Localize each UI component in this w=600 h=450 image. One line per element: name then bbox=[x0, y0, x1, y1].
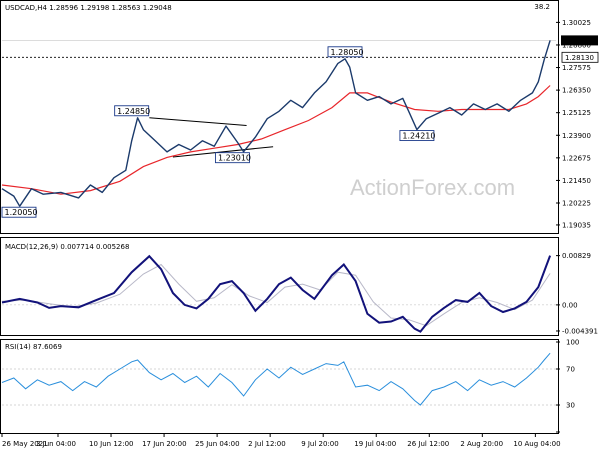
macd-ytick-label: 0.00 bbox=[562, 301, 578, 309]
price-ytick-label: 1.19035 bbox=[562, 221, 591, 229]
annotation-label: 1.24210 bbox=[402, 132, 435, 141]
xtick-label: 17 Jun 20:00 bbox=[142, 440, 186, 448]
macd-plot: 0.00829 0.00 -0.004391 bbox=[1, 252, 598, 335]
price-panel-frame bbox=[0, 0, 559, 234]
annotation-box bbox=[327, 46, 363, 58]
annotation-label: 1.28050 bbox=[331, 48, 364, 57]
price-line bbox=[1, 40, 551, 207]
price-ytick-label: 1.21450 bbox=[562, 177, 591, 185]
price-ytick-label: 1.26350 bbox=[562, 87, 591, 95]
macd-line bbox=[1, 254, 552, 333]
price-ytick-label: 1.30025 bbox=[562, 19, 591, 27]
price-ytick-label: 1.27575 bbox=[562, 64, 591, 72]
xtick-label: 3 Jun 04:00 bbox=[36, 440, 76, 448]
price-ytick-label: 1.23900 bbox=[562, 132, 591, 140]
macd-header: MACD(12,26,9) 0.007714 0.005268 bbox=[5, 243, 129, 251]
xtick-label: 2 Jul 12:00 bbox=[248, 440, 286, 448]
dashed-level-label: 1.28130 bbox=[565, 54, 594, 62]
rsi-panel-frame bbox=[0, 339, 559, 434]
annotation-box bbox=[214, 152, 250, 164]
annotation-box bbox=[114, 105, 150, 117]
xtick-label: 19 Jul 04:00 bbox=[354, 440, 396, 448]
annotation-label: 1.24850 bbox=[117, 107, 150, 116]
xtick-label: 10 Aug 04:00 bbox=[513, 440, 560, 448]
xtick-label: 2 Aug 20:00 bbox=[460, 440, 503, 448]
annotation-box bbox=[399, 130, 435, 142]
rsi-ytick-label: 30 bbox=[566, 402, 575, 410]
xtick-label: 26 May 2021 bbox=[2, 440, 48, 448]
dashed-level-box bbox=[561, 51, 599, 63]
rsi-plot: 100 70 30 bbox=[1, 339, 579, 433]
triangle-lower-line bbox=[172, 146, 274, 158]
rsi-ytick-label: 70 bbox=[566, 366, 575, 374]
price-ytick-label: 1.20225 bbox=[562, 200, 591, 208]
macd-ytick-label: -0.004391 bbox=[562, 327, 598, 335]
macd-panel-frame bbox=[0, 237, 559, 336]
top-right-label: 38.2 bbox=[534, 3, 550, 11]
xtick-label: 26 Jul 12:00 bbox=[407, 440, 449, 448]
watermark: ActionForex.com bbox=[350, 175, 515, 200]
macd-signal-line bbox=[1, 263, 551, 327]
rsi-header: RSI(14) 87.6069 bbox=[5, 343, 62, 351]
rsi-ytick-label: 100 bbox=[566, 339, 579, 347]
current-price-box bbox=[561, 35, 598, 46]
macd-ytick-label: 0.00829 bbox=[562, 252, 591, 260]
xtick-label: 9 Jul 20:00 bbox=[301, 440, 339, 448]
annotation-label: 1.20050 bbox=[5, 208, 38, 217]
annotation-label: 1.23010 bbox=[218, 154, 251, 163]
rsi-line bbox=[1, 352, 551, 406]
xtick-label: 10 Jun 12:00 bbox=[89, 440, 133, 448]
price-ytick-label: 1.22675 bbox=[562, 154, 591, 162]
price-ytick-label: 1.25125 bbox=[562, 109, 591, 117]
current-price-label: 1.29048 bbox=[564, 37, 593, 45]
price-ytick-label: 1.28800 bbox=[562, 41, 591, 49]
xtick-label: 25 Jun 04:00 bbox=[195, 440, 239, 448]
annotation-box bbox=[1, 206, 37, 218]
price-plot: 1.30025 1.28800 1.27575 1.26350 1.25125 1.239… bbox=[1, 19, 599, 229]
triangle-upper-line bbox=[149, 117, 247, 127]
price-header: USDCAD,H4 1.28596 1.29198 1.28563 1.2904… bbox=[5, 4, 172, 12]
